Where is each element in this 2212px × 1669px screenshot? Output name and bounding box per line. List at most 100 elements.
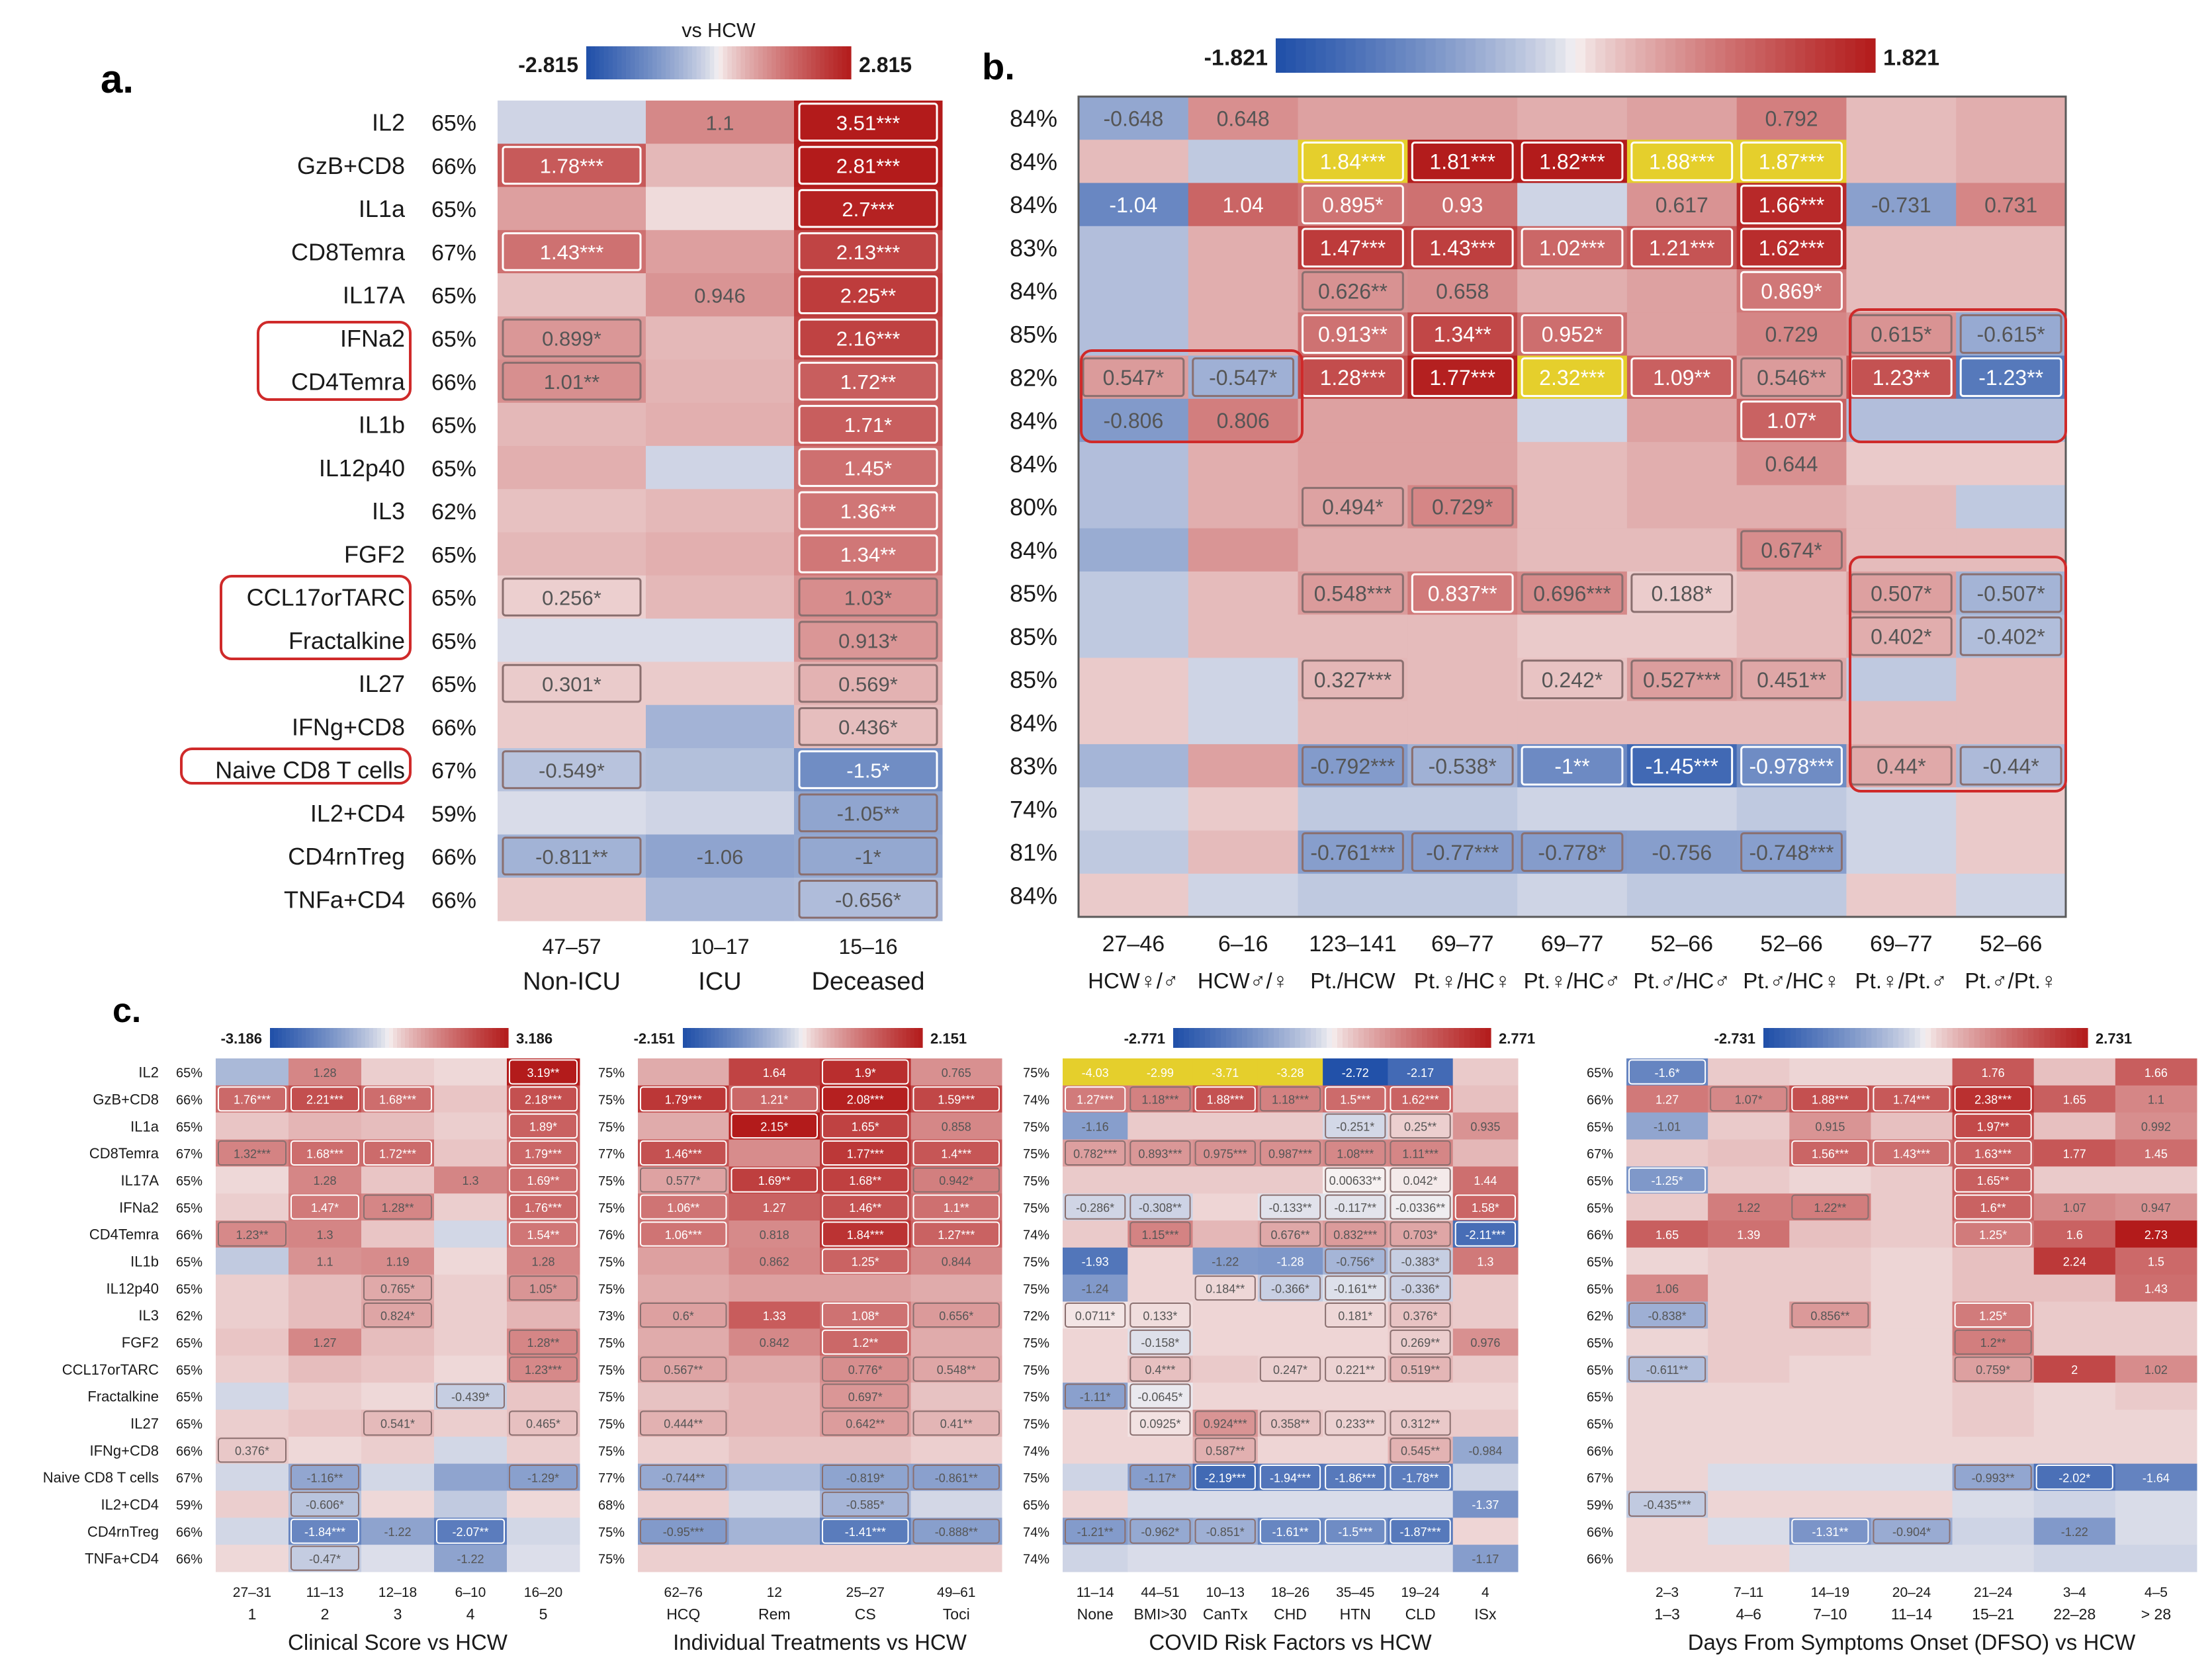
panel-c4-cell	[1871, 1545, 1953, 1572]
panel-b-cell	[1517, 269, 1628, 313]
panel-c3-significance-box	[1259, 1465, 1321, 1490]
colorbar-a-swatch	[617, 46, 622, 79]
panel-c4-cell	[1789, 1409, 1871, 1437]
panel-b-cell	[1517, 442, 1628, 486]
panel-c4-cell-label: 2.24	[2063, 1256, 2086, 1269]
colorbar-b-swatch	[1495, 38, 1506, 73]
panel-c2-colorbar-swatch	[890, 1028, 895, 1048]
panel-c4-colorbar-swatch	[1958, 1028, 1964, 1048]
colorbar-a-swatch	[846, 46, 852, 79]
panel-c3-cell	[1128, 1383, 1194, 1410]
panel-c1-row-label: IL17A	[121, 1172, 159, 1189]
panel-c3-colorbar-swatch	[1406, 1028, 1412, 1048]
panel-b-significance-box	[1411, 832, 1514, 873]
panel-c4-cell	[1708, 1274, 1790, 1303]
panel-c3-colorbar-swatch	[1305, 1028, 1311, 1048]
panel-c4-row-pct: 65%	[1587, 1336, 1613, 1351]
panel-b-cell	[1407, 528, 1518, 572]
panel-c1-cell	[361, 1139, 435, 1167]
panel-b-cell-label: 0.615*	[1871, 323, 1932, 347]
panel-b-cell	[1517, 873, 1628, 918]
panel-a-row-label: IL3	[372, 497, 405, 525]
panel-c4-cell	[1626, 1112, 1708, 1140]
panel-c4-cell	[2115, 1355, 2197, 1383]
panel-b-row-pct: 83%	[1010, 234, 1057, 261]
colorbar-b-swatch	[1575, 38, 1586, 73]
panel-c3-colorbar-swatch	[1401, 1028, 1407, 1048]
panel-c3-cell	[1388, 1139, 1454, 1167]
panel-b-cell	[1517, 97, 1628, 140]
panel-b-cell	[1956, 355, 2066, 400]
panel-c4-cell	[2115, 1436, 2197, 1465]
panel-c4-cell	[2115, 1301, 2197, 1329]
panel-c3-significance-box	[1325, 1302, 1386, 1328]
panel-c1-row-pct: 65%	[176, 1282, 202, 1297]
panel-c3-significance-box	[1390, 1140, 1451, 1166]
panel-c4-cell	[2115, 1328, 2197, 1356]
panel-b-significance-box	[1521, 660, 1624, 699]
panel-c3-cell-label: -0.851*	[1206, 1525, 1245, 1539]
panel-a-cell-label: 2.16***	[836, 327, 901, 351]
panel-c1-row-label: IL27	[130, 1416, 159, 1432]
panel-b-row-pct: 84%	[1010, 536, 1057, 564]
panel-c3-cell	[1323, 1193, 1388, 1221]
panel-a-cell-label: 1.45*	[844, 456, 892, 480]
panel-c1-cell	[507, 1193, 580, 1221]
panel-c2-colorbar-swatch	[858, 1028, 863, 1048]
panel-c4-cell-label: 1.22**	[1814, 1201, 1846, 1215]
panel-b-significance-box	[1630, 141, 1734, 181]
panel-c3-cell-label: 0.519**	[1401, 1363, 1440, 1377]
panel-c2-cell	[729, 1383, 820, 1410]
panel-b-cell	[1079, 398, 1189, 443]
panel-c2-significance-box	[822, 1491, 909, 1517]
panel-c3-row-pct: 75%	[1023, 1336, 1049, 1351]
panel-c3-col-label: HTN	[1340, 1605, 1371, 1623]
panel-c4-cell	[1626, 1545, 1708, 1572]
panel-c3-cell-label: 0.376*	[1403, 1309, 1438, 1322]
panel-a-row-label: IL2+CD4	[310, 800, 405, 827]
panel-c1-cell-label: 1.28	[313, 1174, 336, 1187]
panel-c4-cell	[2033, 1220, 2116, 1248]
panel-c3-cell	[1192, 1355, 1259, 1383]
panel-c2-cell	[910, 1085, 1002, 1113]
panel-a-row-label: IL2	[372, 109, 405, 136]
panel-b-cell-label: 0.913**	[1318, 323, 1388, 347]
panel-b-cell	[1298, 183, 1408, 227]
panel-b-ring-hcw-block	[1080, 349, 1304, 443]
panel-c3-significance-box	[1065, 1302, 1126, 1328]
panel-c2-cell	[729, 1220, 820, 1248]
panel-c3-cell	[1323, 1436, 1388, 1465]
panel-b-cell	[1956, 269, 2066, 313]
panel-c2-cell	[638, 1328, 729, 1356]
panel-c3-cell-label: -1.24	[1082, 1283, 1109, 1296]
panel-c2-colorbar-swatch	[807, 1028, 811, 1048]
panel-c2-cell	[729, 1166, 820, 1194]
panel-b-cell-label: 0.617	[1656, 193, 1708, 217]
panel-c2-colorbar-max-label: 2.151	[930, 1030, 967, 1047]
panel-c1-cell-label: 1.28**	[381, 1201, 414, 1215]
panel-b-row-pct: 85%	[1010, 321, 1057, 348]
panel-c2-colorbar-swatch	[762, 1028, 768, 1048]
panel-c2-cell	[820, 1436, 911, 1465]
panel-c3-cell	[1388, 1463, 1454, 1491]
panel-c4-row-pct: 65%	[1587, 1066, 1613, 1081]
panel-b-cell	[1846, 873, 1957, 918]
panel-c4-cell-label: -2.02*	[2058, 1471, 2090, 1484]
panel-b-significance-box	[1411, 314, 1514, 354]
panel-b-col-range: 52–66	[1760, 931, 1823, 957]
panel-c2-cell	[729, 1301, 820, 1329]
panel-c3-row-pct: 75%	[1023, 1471, 1049, 1486]
panel-a-cell	[646, 316, 795, 361]
panel-c2-significance-box	[640, 1167, 727, 1193]
panel-a-cell	[646, 662, 795, 706]
panel-c3-cell-label: 0.545**	[1401, 1445, 1440, 1458]
panel-c1-cell	[507, 1518, 580, 1545]
panel-b-cell	[1736, 312, 1847, 357]
panel-a-row-label: FGF2	[344, 540, 405, 568]
panel-a-cell-label: -1.05**	[837, 802, 900, 826]
panel-b-col-range: 6–16	[1218, 931, 1268, 957]
panel-c3-cell	[1128, 1409, 1194, 1437]
panel-a-cell	[794, 575, 943, 619]
panel-b-cell-label: -0.756	[1652, 841, 1712, 865]
panel-a-cell	[498, 359, 646, 404]
